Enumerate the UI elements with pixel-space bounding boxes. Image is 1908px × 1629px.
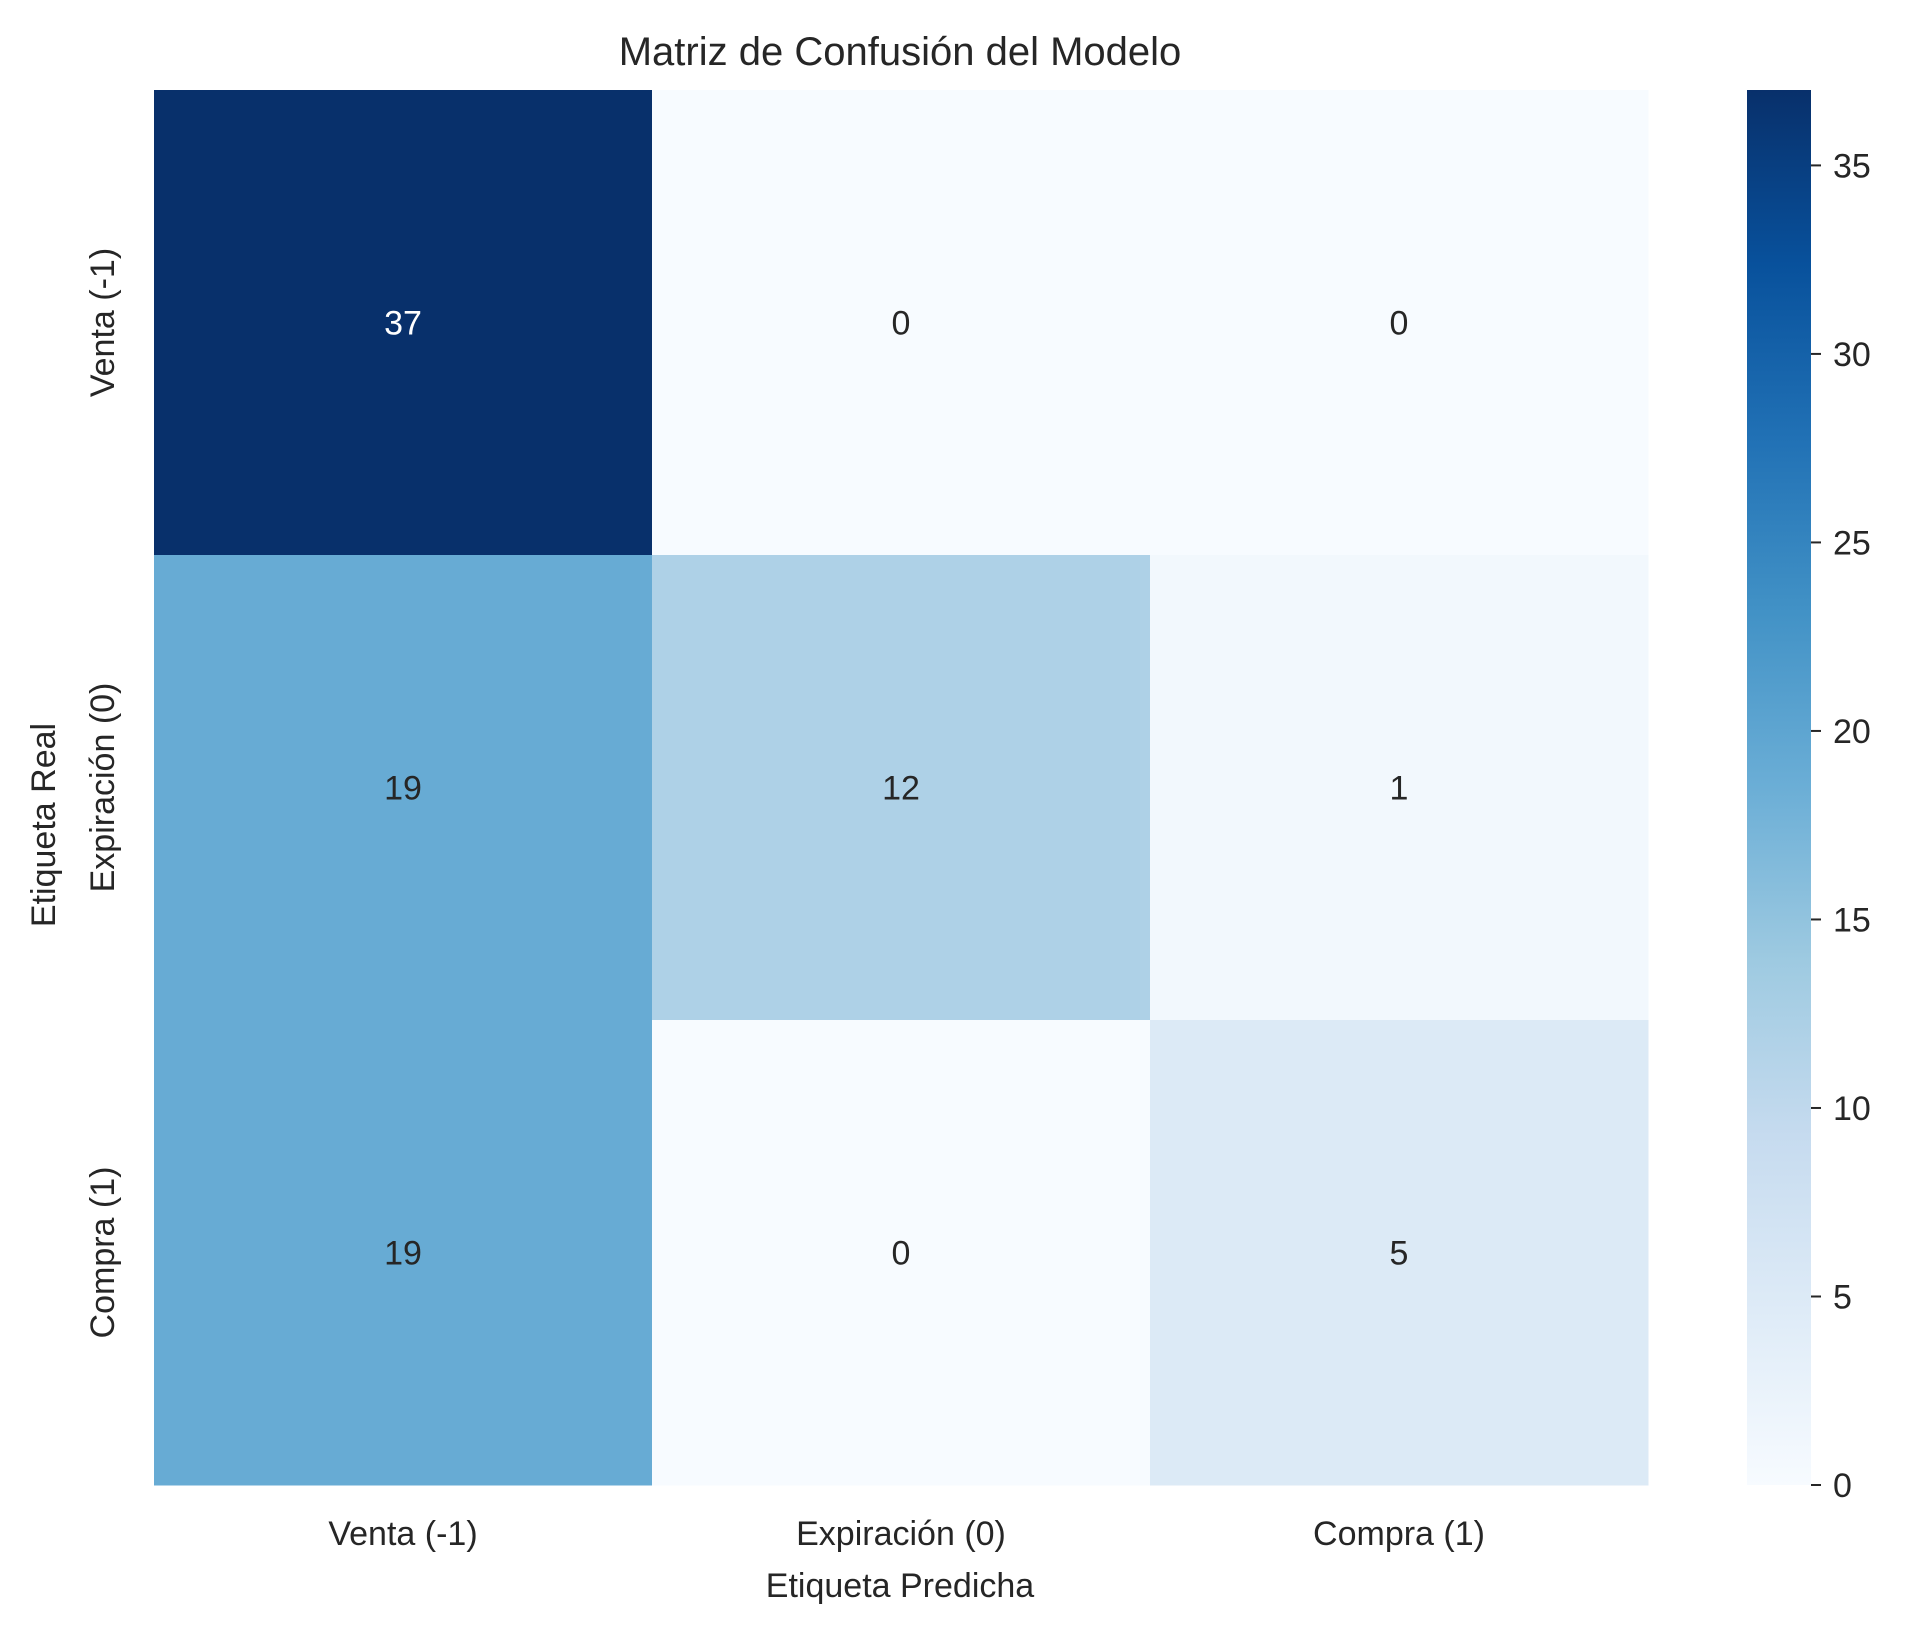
x-tick-label: Expiración (0) (796, 1515, 1006, 1553)
colorbar-tick-label: 35 (1833, 147, 1871, 185)
heatmap-cell (154, 555, 653, 1021)
colorbar-tick-label: 10 (1833, 1090, 1871, 1128)
colorbar-tick-label: 30 (1833, 336, 1871, 374)
heatmap-cell (652, 90, 1151, 556)
x-tick-label: Venta (-1) (328, 1515, 477, 1553)
y-axis-label: Etiqueta Real (25, 723, 63, 927)
heatmap-cell (154, 90, 653, 556)
colorbar-tick-label: 15 (1833, 901, 1871, 939)
heatmap-cell (154, 1020, 653, 1486)
cell-value-label: 5 (1390, 1235, 1409, 1273)
x-tick-label: Compra (1) (1313, 1515, 1485, 1553)
y-tick-label: Compra (1) (84, 1167, 122, 1339)
x-axis-label: Etiqueta Predicha (766, 1567, 1034, 1605)
cell-value-label: 0 (892, 305, 911, 343)
heatmap-cell (1150, 1020, 1649, 1486)
heatmap-cell (652, 1020, 1151, 1486)
heatmap-grid: 37 0 0 19 12 1 19 0 5 (154, 90, 1649, 1486)
cell-value-label: 0 (892, 1235, 911, 1273)
heatmap-cell (1150, 555, 1649, 1021)
y-tick-labels: Venta (-1) Expiración (0) Compra (1) (84, 248, 122, 1339)
colorbar-gradient (1747, 90, 1811, 1485)
cell-value-label: 1 (1390, 770, 1409, 808)
y-tick-label: Venta (-1) (84, 248, 122, 397)
chart-title: Matriz de Confusión del Modelo (619, 30, 1182, 74)
colorbar-tick-label: 25 (1833, 524, 1871, 562)
cell-value-label: 37 (384, 305, 422, 343)
heatmap-cell (1150, 90, 1649, 556)
colorbar-tick-label: 20 (1833, 713, 1871, 751)
colorbar-tick-label: 5 (1833, 1278, 1852, 1316)
cell-value-label: 19 (384, 1235, 422, 1273)
cell-value-label: 12 (882, 770, 920, 808)
heatmap-cell (652, 555, 1151, 1021)
cell-value-label: 0 (1390, 305, 1409, 343)
y-tick-label: Expiración (0) (84, 683, 122, 893)
colorbar: 0 5 10 15 20 25 30 35 (1747, 90, 1871, 1505)
x-tick-labels: Venta (-1) Expiración (0) Compra (1) (328, 1515, 1485, 1553)
cell-value-label: 19 (384, 770, 422, 808)
colorbar-tick-label: 0 (1833, 1467, 1852, 1505)
